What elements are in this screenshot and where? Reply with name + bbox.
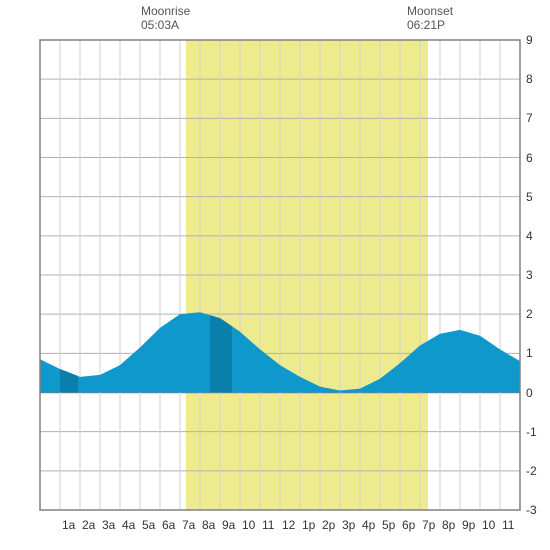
tide-chart: 9876543210-1-2-31a2a3a4a5a6a7a8a9a101112… — [0, 0, 550, 550]
x-tick-label: 7a — [182, 518, 195, 532]
x-tick-label: 1a — [62, 518, 75, 532]
x-tick-label: 7p — [422, 518, 435, 532]
y-tick-label: -2 — [526, 464, 537, 478]
y-tick-label: 7 — [526, 111, 533, 125]
y-tick-label: 2 — [526, 307, 533, 321]
y-tick-label: 4 — [526, 229, 533, 243]
y-tick-label: 1 — [526, 346, 533, 360]
x-tick-label: 11 — [502, 518, 514, 532]
y-tick-label: 6 — [526, 151, 533, 165]
x-tick-label: 3a — [102, 518, 115, 532]
y-tick-label: 0 — [526, 386, 533, 400]
y-tick-label: 3 — [526, 268, 533, 282]
x-tick-label: 9p — [462, 518, 475, 532]
x-tick-label: 4p — [362, 518, 375, 532]
x-tick-label: 6a — [162, 518, 175, 532]
moonset-label: Moonset06:21P — [407, 4, 453, 33]
x-tick-label: 5a — [142, 518, 155, 532]
x-tick-label: 11 — [262, 518, 274, 532]
x-tick-label: 8p — [442, 518, 455, 532]
x-tick-label: 10 — [482, 518, 495, 532]
y-tick-label: -1 — [526, 425, 537, 439]
x-tick-label: 1p — [302, 518, 315, 532]
x-tick-label: 12 — [282, 518, 295, 532]
x-tick-label: 8a — [202, 518, 215, 532]
x-tick-label: 3p — [342, 518, 355, 532]
x-tick-label: 2p — [322, 518, 335, 532]
x-tick-label: 6p — [402, 518, 415, 532]
y-tick-label: 5 — [526, 190, 533, 204]
x-tick-label: 10 — [242, 518, 255, 532]
x-tick-label: 5p — [382, 518, 395, 532]
x-tick-label: 2a — [82, 518, 95, 532]
x-tick-label: 9a — [222, 518, 235, 532]
y-tick-label: 9 — [526, 33, 533, 47]
y-tick-label: 8 — [526, 72, 533, 86]
y-tick-label: -3 — [526, 503, 537, 517]
moonrise-label: Moonrise05:03A — [141, 4, 190, 33]
x-tick-label: 4a — [122, 518, 135, 532]
